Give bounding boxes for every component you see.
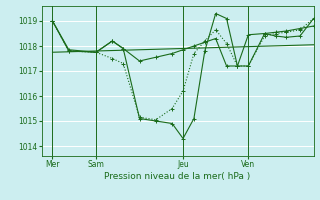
X-axis label: Pression niveau de la mer( hPa ): Pression niveau de la mer( hPa ) <box>104 172 251 181</box>
